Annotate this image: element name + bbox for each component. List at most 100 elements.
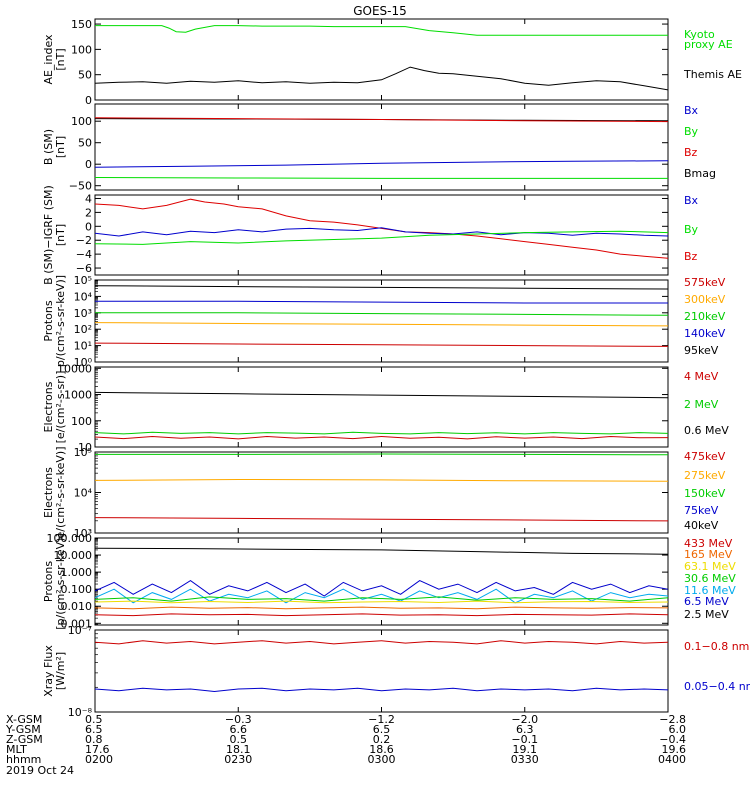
x-axis-value: 6.0 bbox=[669, 723, 687, 736]
y-axis-label: Electrons bbox=[42, 381, 55, 432]
x-axis-value: 0330 bbox=[511, 753, 539, 766]
y-tick-label: 10 bbox=[78, 441, 92, 454]
series-line bbox=[95, 606, 668, 610]
panel-protons-low: 10⁰ 10¹ 10² 10³ 10⁴ 10⁵ Protons p/(cm²-s-sr-keV… bbox=[42, 274, 726, 369]
series-line bbox=[95, 453, 668, 456]
legend-entry: 475keV bbox=[684, 450, 726, 463]
panel-frame bbox=[94, 366, 669, 448]
series-line bbox=[95, 177, 668, 179]
x-axis-value: −0.3 bbox=[225, 713, 252, 726]
y-tick-label: 10000 bbox=[57, 362, 92, 375]
x-axis-value: 0400 bbox=[658, 753, 686, 766]
legend-entry: 275keV bbox=[684, 469, 726, 482]
legend-entry: 4 MeV bbox=[684, 370, 719, 383]
panel-frame bbox=[94, 279, 669, 363]
y-tick-label: 10.000 bbox=[54, 549, 93, 562]
y-tick-label: 100.000 bbox=[47, 532, 93, 545]
y-axis-label: [nT] bbox=[54, 136, 67, 158]
series-line bbox=[95, 431, 668, 435]
legend-entry: 300keV bbox=[684, 293, 726, 306]
series-line bbox=[95, 230, 668, 245]
y-tick-label: 10⁰ bbox=[74, 356, 93, 369]
series-group bbox=[95, 391, 668, 440]
y-tick-label: 100 bbox=[71, 415, 92, 428]
series-line bbox=[95, 579, 668, 597]
y-tick-label: 1000 bbox=[64, 389, 92, 402]
series-group bbox=[95, 117, 668, 179]
y-axis-label: e/(cm²-s-sr-keV)] bbox=[54, 447, 67, 539]
panel-frame bbox=[94, 537, 669, 626]
x-axis-value: 0200 bbox=[85, 753, 113, 766]
y-tick-label: −2 bbox=[76, 234, 92, 247]
y-axis-label: [e/(cm²-s-sr)] bbox=[54, 371, 67, 444]
x-axis-row-label: MLT bbox=[6, 743, 27, 756]
y-tick-label: −50 bbox=[69, 180, 92, 193]
series-line bbox=[95, 613, 668, 617]
legend-entry: 2.5 MeV bbox=[684, 608, 729, 621]
x-axis-value: 0.5 bbox=[230, 733, 248, 746]
y-axis-label: B (SM)−IGRF (SM) bbox=[42, 185, 55, 285]
series-line bbox=[95, 198, 668, 259]
x-axis-value: −2.8 bbox=[659, 713, 686, 726]
x-axis-value: 0.5 bbox=[85, 713, 103, 726]
series-line bbox=[95, 640, 668, 645]
y-tick-label: 10⁵ bbox=[74, 274, 92, 287]
y-tick-label: 0.010 bbox=[61, 600, 93, 613]
series-line bbox=[95, 227, 668, 237]
y-tick-label: 10⁴ bbox=[74, 487, 93, 500]
legend-entry: Bx bbox=[684, 194, 699, 207]
x-axis-value: −0.1 bbox=[511, 733, 538, 746]
x-axis-value: 0.2 bbox=[373, 733, 391, 746]
series-line bbox=[95, 322, 668, 327]
x-axis-row-label: Y-GSM bbox=[5, 723, 41, 736]
series-line bbox=[95, 342, 668, 347]
x-axis-value: 0230 bbox=[224, 753, 252, 766]
y-tick-label: 50 bbox=[78, 137, 92, 150]
y-axis-label: [nT] bbox=[54, 224, 67, 246]
legend-entry: 210keV bbox=[684, 310, 726, 323]
legend-entry: By bbox=[684, 125, 699, 138]
x-axis-value: −1.2 bbox=[368, 713, 395, 726]
legend-entry: 63.1 MeV bbox=[684, 560, 736, 573]
x-axis-row-label: hhmm bbox=[6, 753, 41, 766]
legend-entry: 0.1−0.8 nm bbox=[684, 640, 749, 653]
y-axis-label: [nT] bbox=[54, 48, 67, 70]
y-axis-label: B (SM) bbox=[42, 129, 55, 165]
x-axis-value: 0.8 bbox=[85, 733, 103, 746]
series-line bbox=[95, 687, 668, 693]
series-group bbox=[95, 25, 668, 91]
x-axis-value: −2.0 bbox=[511, 713, 538, 726]
y-tick-label: 10⁵ bbox=[74, 446, 92, 459]
panel-frame bbox=[94, 103, 669, 191]
legend-entry: 575keV bbox=[684, 276, 726, 289]
legend-entry: Bz bbox=[684, 146, 698, 159]
y-tick-label: −4 bbox=[76, 248, 92, 261]
legend-entry: Bmag bbox=[684, 167, 716, 180]
y-tick-label: 10⁻⁸ bbox=[68, 706, 93, 719]
panel-xray: 10⁻⁸ 10⁻⁷ Xray Flux [W/m²] 0.1−0.8 nm 0.05−0.… bbox=[42, 624, 750, 719]
legend-entry: By bbox=[684, 223, 699, 236]
legend-entry: 0.05−0.4 nm bbox=[684, 680, 750, 693]
legend-entry: 0.6 MeV bbox=[684, 424, 729, 437]
y-tick-label: 100 bbox=[71, 115, 92, 128]
series-line bbox=[95, 596, 668, 602]
series-line bbox=[95, 517, 668, 522]
y-tick-label: 2 bbox=[85, 206, 92, 219]
y-axis-label: Protons bbox=[42, 300, 55, 341]
legend-entry: 2 MeV bbox=[684, 398, 719, 411]
series-line bbox=[95, 25, 668, 36]
series-line bbox=[95, 312, 668, 316]
x-axis-value: 0300 bbox=[368, 753, 396, 766]
y-tick-label: 10⁴ bbox=[74, 290, 93, 303]
series-group bbox=[95, 285, 668, 347]
x-axis-value: 18.6 bbox=[369, 743, 394, 756]
x-axis-value: 6.5 bbox=[85, 723, 103, 736]
series-group bbox=[95, 640, 668, 693]
legend-entry: 140keV bbox=[684, 327, 726, 340]
y-axis-label: [W/m²] bbox=[54, 652, 67, 690]
y-axis-label: [p/(cm²-s-sr-keV)] bbox=[54, 533, 67, 630]
x-axis-value: 19.1 bbox=[513, 743, 538, 756]
